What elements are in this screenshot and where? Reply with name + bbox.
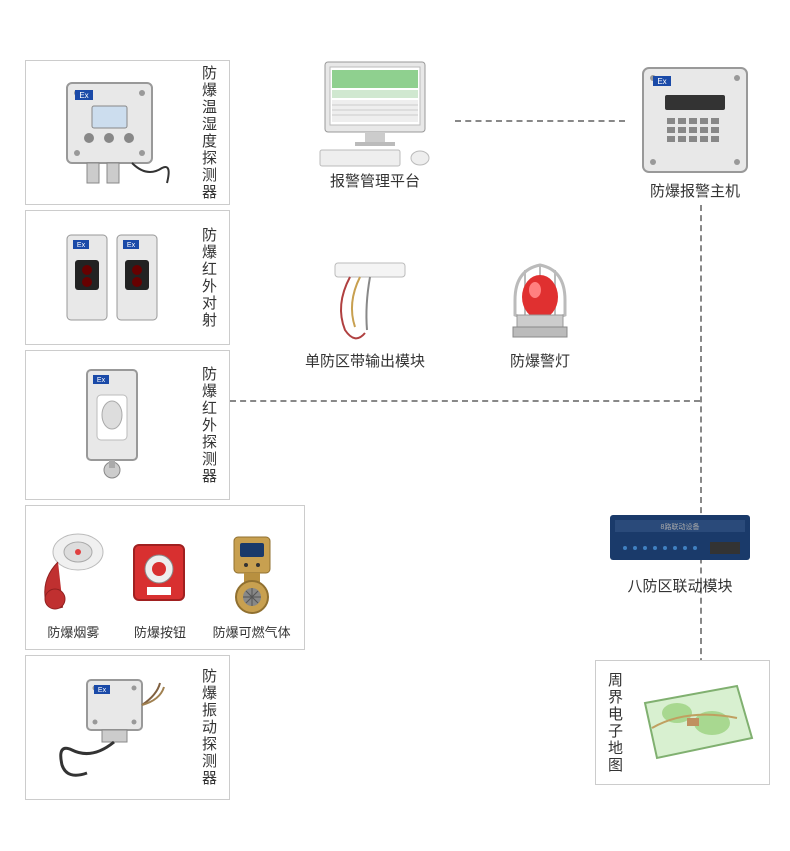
platform-icon	[300, 60, 450, 170]
node-temp: Ex 防爆温湿度探测器	[25, 60, 230, 205]
output-module-icon	[305, 255, 425, 350]
vibration-label: 防爆振动探测器	[198, 668, 219, 787]
host-label: 防爆报警主机	[650, 180, 740, 201]
svg-text:8路联动设备: 8路联动设备	[661, 522, 700, 531]
node-linkage: 8路联动设备 八防区联动模块	[595, 500, 765, 596]
ir-beam-icon: Ex Ex	[26, 220, 198, 335]
linkage-label: 八防区联动模块	[627, 575, 732, 596]
node-row4: 防爆烟雾 防爆按钮	[25, 505, 305, 650]
linkage-icon: 8路联动设备	[600, 500, 760, 575]
ir-beam-label: 防爆红外对射	[198, 227, 219, 329]
svg-text:Ex: Ex	[657, 77, 666, 86]
node-button: 防爆按钮	[117, 527, 202, 641]
edge-platform-host	[455, 120, 625, 122]
map-icon	[625, 678, 769, 768]
node-smoke: 防爆烟雾	[31, 527, 116, 641]
beacon-label: 防爆警灯	[510, 350, 570, 371]
node-beacon: 防爆警灯	[480, 255, 600, 371]
node-host: Ex 防爆报警主机	[620, 60, 770, 201]
node-ir-beam: Ex Ex 防爆红外对射	[25, 210, 230, 345]
temp-icon: Ex	[26, 68, 198, 198]
svg-text:Ex: Ex	[77, 242, 86, 249]
node-gas: 防爆可燃气体	[204, 527, 299, 641]
vibration-icon: Ex	[26, 665, 198, 790]
gas-icon	[212, 527, 292, 622]
svg-text:Ex: Ex	[79, 91, 88, 100]
map-label: 周界电子地图	[604, 672, 625, 774]
platform-label: 报警管理平台	[330, 170, 420, 191]
node-map: 周界电子地图	[595, 660, 770, 785]
ir-detector-icon: Ex	[26, 360, 198, 490]
button-label: 防爆按钮	[134, 622, 186, 641]
svg-text:Ex: Ex	[97, 377, 106, 384]
output-module-label: 单防区带输出模块	[305, 350, 425, 371]
host-icon: Ex	[635, 60, 755, 180]
beacon-icon	[495, 255, 585, 350]
button-icon	[122, 527, 197, 622]
temp-label: 防爆温湿度探测器	[198, 65, 219, 201]
node-output-module: 单防区带输出模块	[285, 255, 445, 371]
smoke-icon	[33, 527, 113, 622]
edge-mid	[230, 400, 700, 402]
node-platform: 报警管理平台	[290, 60, 460, 191]
ir-detector-label: 防爆红外探测器	[198, 366, 219, 485]
gas-label: 防爆可燃气体	[213, 622, 291, 641]
smoke-label: 防爆烟雾	[47, 622, 99, 641]
svg-text:Ex: Ex	[127, 242, 136, 249]
node-vibration: Ex 防爆振动探测器	[25, 655, 230, 800]
svg-text:Ex: Ex	[98, 687, 107, 694]
node-ir-detector: Ex 防爆红外探测器	[25, 350, 230, 500]
